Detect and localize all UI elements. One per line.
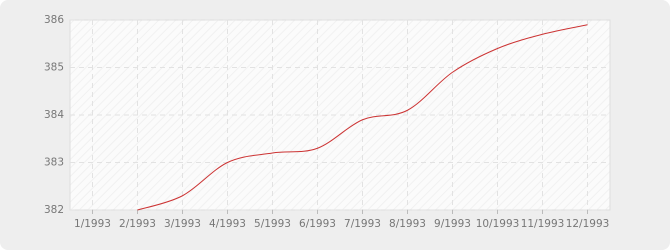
x-tick-label: 9/1993 — [434, 218, 471, 230]
x-tick-label: 4/1993 — [209, 218, 246, 230]
data-line — [137, 24, 588, 211]
y-tick-label: 383 — [44, 157, 64, 169]
y-tick-label: 382 — [44, 204, 64, 216]
x-tick-label: 7/1993 — [344, 218, 381, 230]
x-tick-label: 11/1993 — [521, 218, 565, 230]
x-tick-label: 2/1993 — [119, 218, 156, 230]
y-tick-label: 385 — [44, 62, 64, 74]
x-tick-label: 1/1993 — [74, 218, 111, 230]
x-tick-label: 8/1993 — [389, 218, 426, 230]
x-tick-label: 3/1993 — [164, 218, 201, 230]
x-tick-label: 12/1993 — [566, 218, 610, 230]
y-tick-label: 386 — [44, 14, 64, 26]
y-tick-label: 384 — [44, 109, 64, 121]
x-tick-label: 6/1993 — [299, 218, 336, 230]
x-tick-label: 5/1993 — [254, 218, 291, 230]
x-tick-label: 10/1993 — [476, 218, 520, 230]
